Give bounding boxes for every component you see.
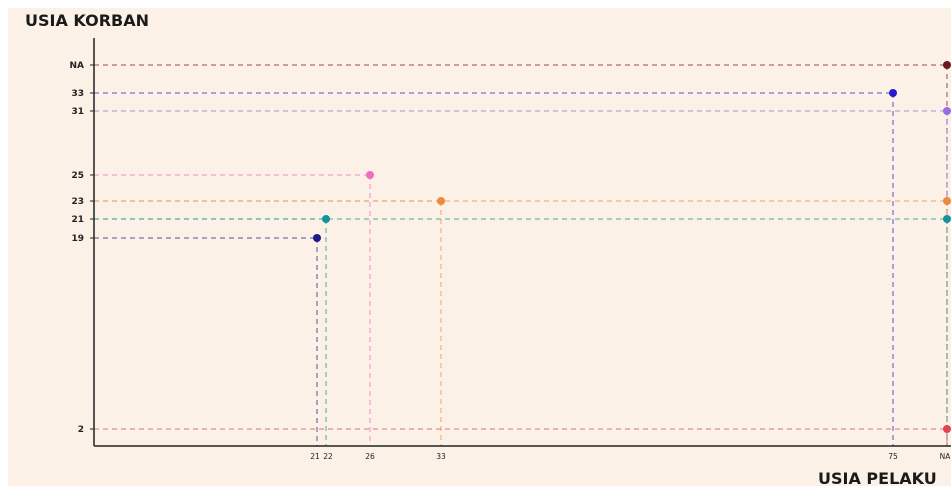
x-tick-label: 75 (888, 452, 898, 461)
x-tick-label: 22 (323, 452, 333, 461)
y-tick-label: 31 (71, 107, 84, 117)
chart-panel: 2 19 21 23 25 31 33 NA 21 22 26 33 75 NA USIA KORBAN… (8, 8, 951, 486)
data-point (437, 197, 445, 205)
y-tick-labels: 2 19 21 23 25 31 33 NA (70, 61, 94, 435)
drop-lines (94, 64, 948, 446)
x-tick-label: 26 (365, 452, 375, 461)
data-point (943, 107, 951, 115)
x-tick-labels: 21 22 26 33 75 NA (310, 452, 951, 461)
y-tick-label: 19 (71, 234, 84, 244)
data-point (943, 61, 951, 69)
y-tick-label: NA (70, 61, 85, 71)
y-axis-title: USIA KORBAN (25, 11, 149, 30)
axes (93, 38, 951, 447)
data-point (943, 425, 951, 433)
x-axis-title: USIA PELAKU (818, 469, 937, 486)
data-point (313, 234, 321, 242)
data-point (943, 215, 951, 223)
x-tick-label: 21 (310, 452, 320, 461)
data-point (366, 171, 374, 179)
y-tick-label: 33 (71, 89, 84, 99)
data-points (313, 61, 951, 433)
y-tick-label: 21 (71, 215, 84, 225)
data-point (943, 197, 951, 205)
x-tick-label: NA (940, 452, 951, 461)
x-tick-label: 33 (436, 452, 446, 461)
data-point (322, 215, 330, 223)
y-tick-label: 23 (71, 197, 84, 207)
y-tick-label: 25 (71, 171, 84, 181)
y-tick-label: 2 (78, 425, 84, 435)
data-point (889, 89, 897, 97)
